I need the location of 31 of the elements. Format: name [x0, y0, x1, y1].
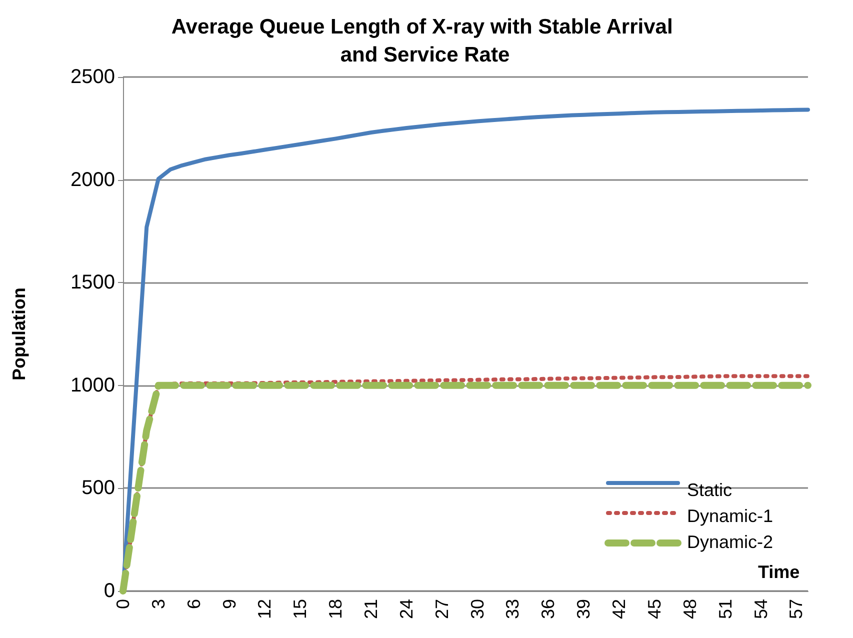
x-tick-label: 21: [361, 599, 382, 620]
x-tick-label: 6: [184, 599, 204, 610]
x-tick-label: 27: [432, 599, 452, 620]
legend-label: Dynamic-2: [686, 532, 774, 552]
legend-label: Static: [686, 480, 732, 500]
y-tick-label: 1500: [70, 272, 115, 294]
y-tick-label: 1000: [70, 374, 115, 396]
x-tick-label: 45: [644, 599, 664, 620]
x-axis-title: Time: [758, 562, 800, 582]
y-axis-title: Population: [9, 288, 29, 380]
y-tick-label: 500: [82, 477, 115, 500]
x-tick-label: 24: [396, 599, 416, 620]
x-tick-label: 54: [750, 599, 771, 620]
x-tick-label: 33: [502, 599, 523, 620]
x-tick-label: 12: [254, 599, 275, 620]
x-tick-label: 42: [609, 599, 630, 620]
x-tick-label: 39: [574, 599, 594, 620]
x-tick-label: 57: [786, 599, 806, 620]
y-tick-label: 2500: [70, 66, 115, 88]
x-tick-label: 48: [680, 599, 700, 620]
x-tick-label: 0: [113, 599, 133, 610]
x-tick-label: 30: [467, 599, 488, 620]
x-tick-label: 3: [148, 599, 168, 610]
x-tick-label: 18: [326, 599, 346, 620]
chart-title: Average Queue Length of X-ray with Stable Arrival and Service Rate: [171, 16, 679, 66]
x-tick-label: 9: [219, 599, 240, 610]
legend-label: Dynamic-1: [686, 506, 774, 526]
y-tick-label: 2000: [70, 168, 115, 191]
x-tick-label: 51: [715, 599, 736, 620]
x-tick-label: 15: [290, 599, 310, 620]
x-tick-label: 36: [538, 599, 558, 620]
